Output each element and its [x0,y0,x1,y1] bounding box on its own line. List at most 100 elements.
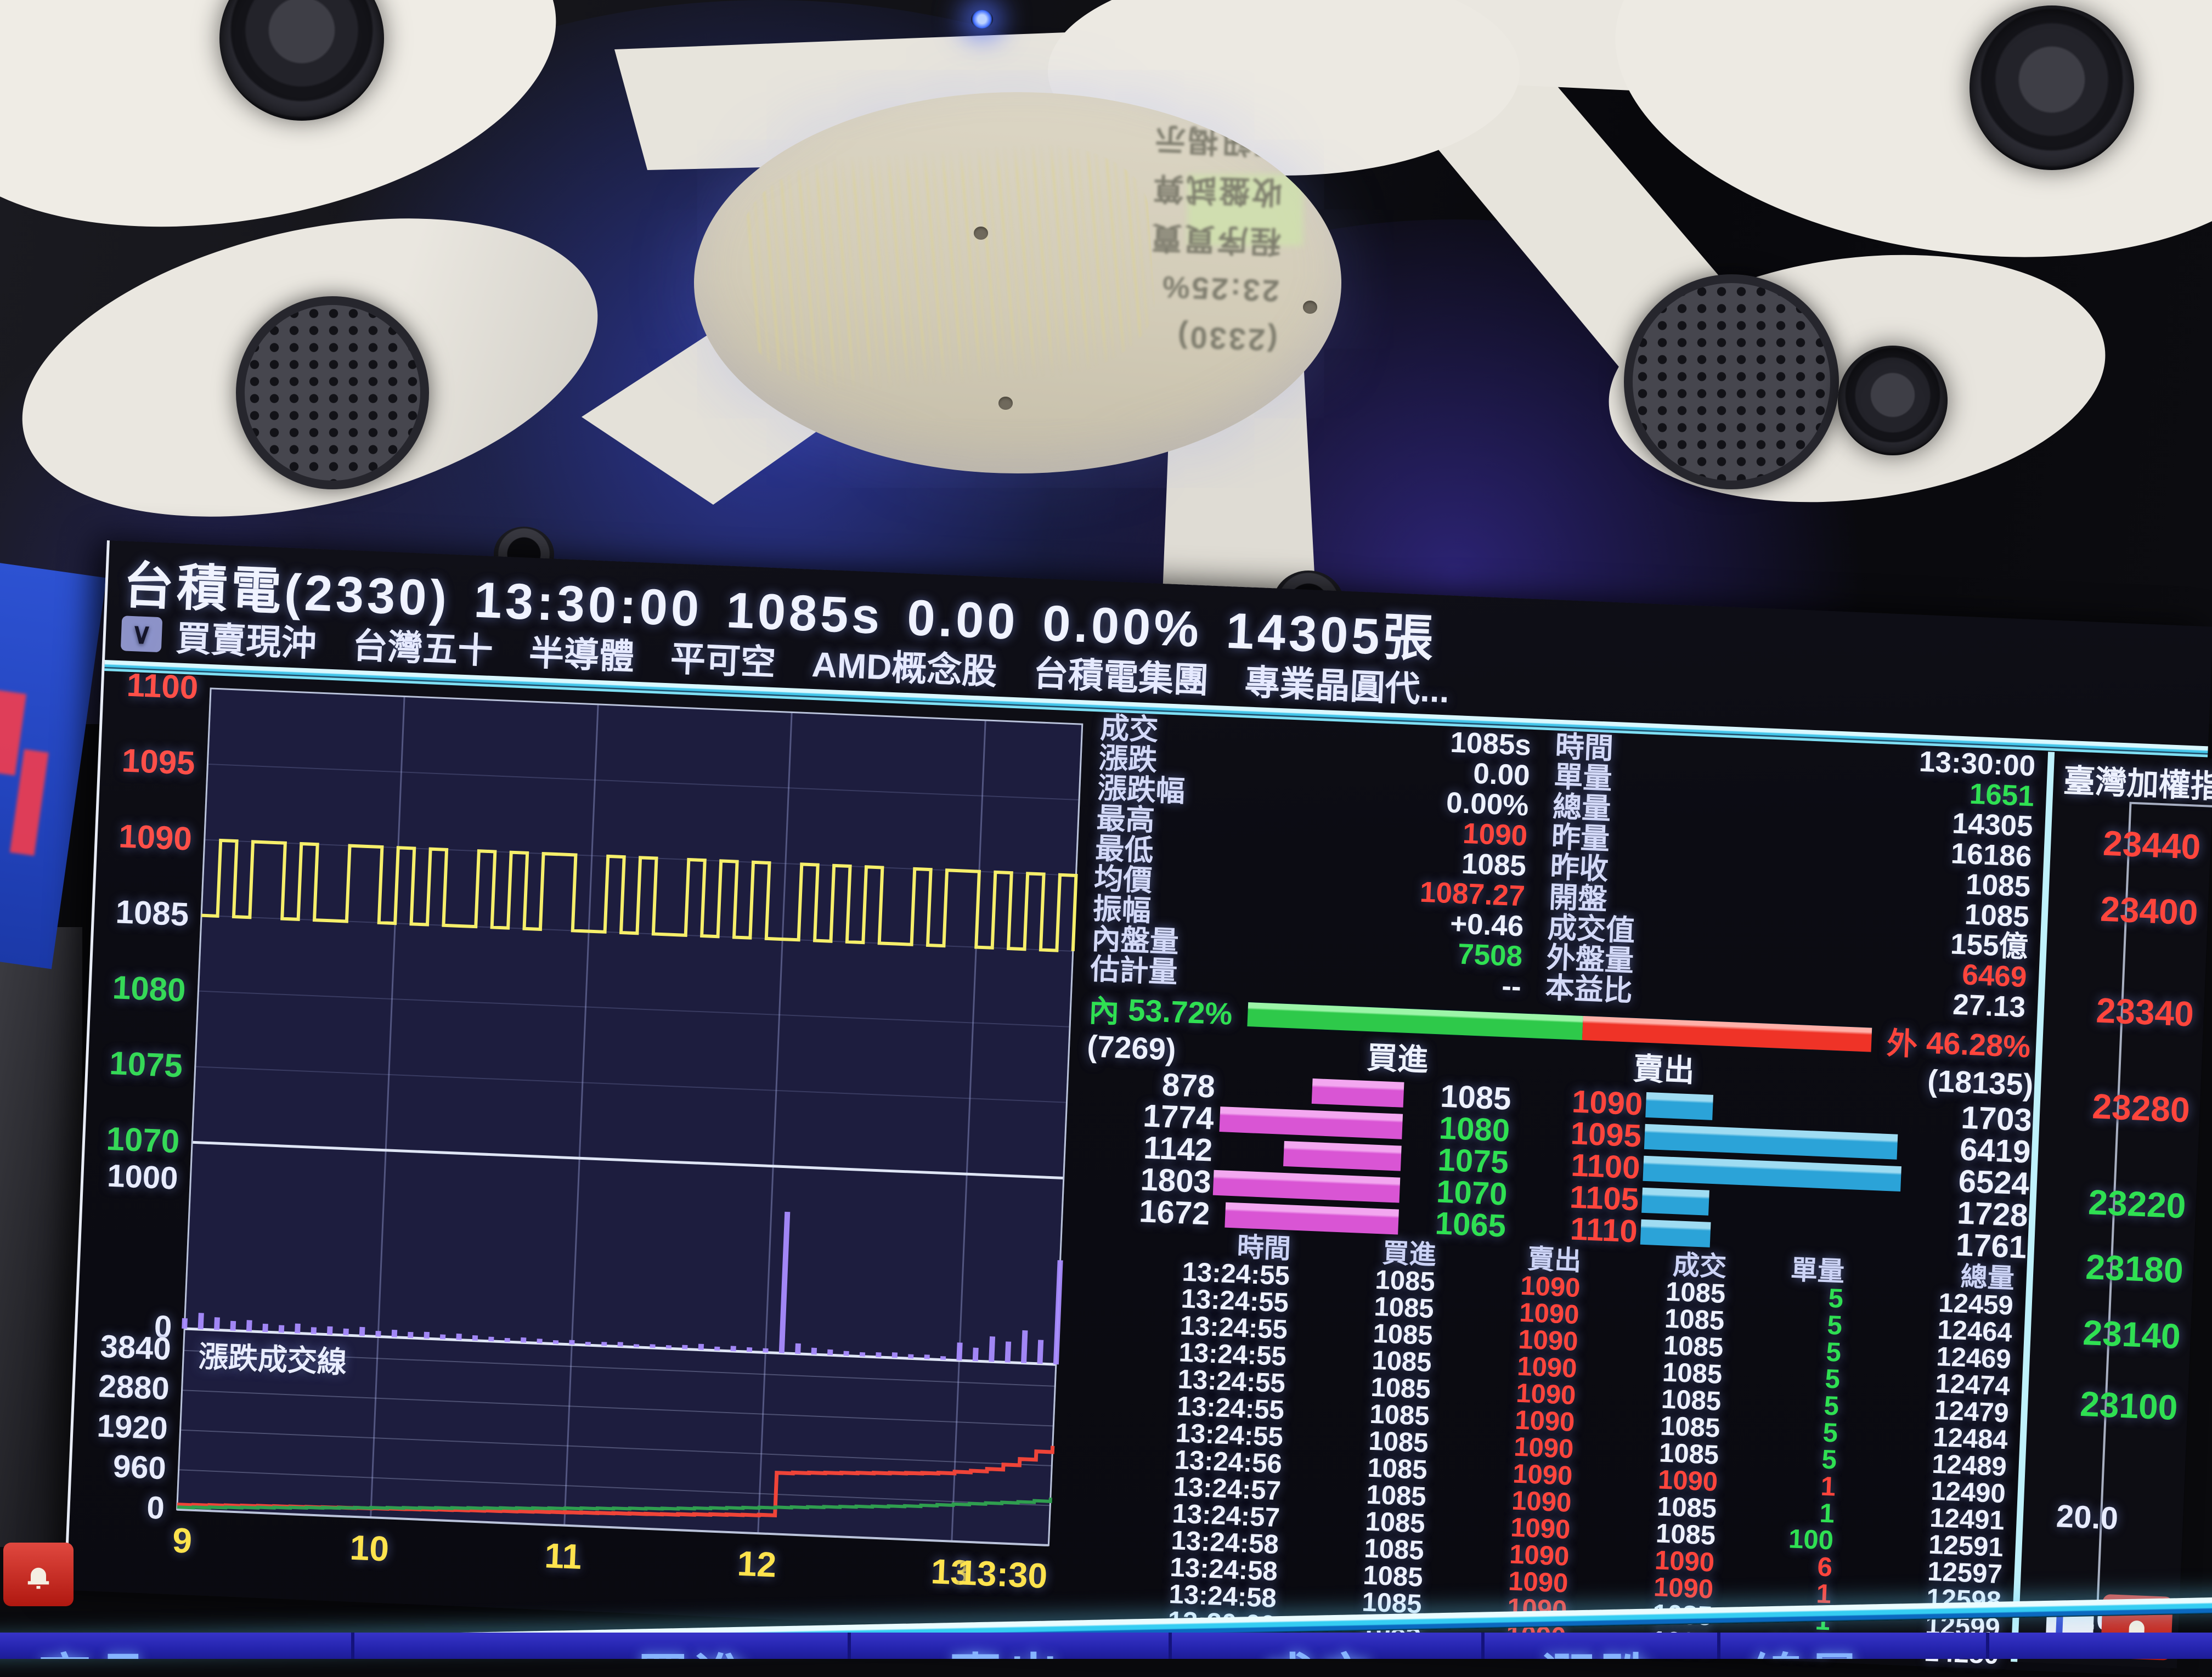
disc-screw [998,397,1013,410]
svg-text:13: 13 [930,1551,970,1593]
reflection-green-patch [1188,174,1303,246]
spotlight-honeycomb-icon [236,296,429,489]
tab-5[interactable]: AMD概念股 [811,644,998,692]
chevron-down-icon[interactable]: ∨ [120,616,163,653]
trade-qty: 5 [1823,1391,1840,1421]
index-tick: 23100 [2079,1384,2179,1428]
svg-text:3840: 3840 [99,1329,172,1367]
trade-qty: 5 [1826,1310,1843,1341]
bottom-bar-item: 商品 [38,1636,155,1659]
quote-grid: 成交 1085s 時間 13:30:00 漲跌 0.00 單量 1651 漲跌幅 0.00% 總量 1… [1082,712,2048,1024]
trade-log-table: 時間 買進 賣出 成交 單量 總量 13:24:55 1085 1090 1085 5 12459 13… [1056,1227,2027,1670]
trade-qty: 5 [1827,1283,1844,1314]
svg-text:1090: 1090 [118,817,193,857]
tab-3[interactable]: 半導體 [528,633,635,677]
index-tick: 23220 [2087,1182,2187,1226]
spacer [1528,791,1545,822]
tab-1[interactable]: 買賣現沖 [175,618,318,664]
ask-volume-bar [1645,1092,1714,1120]
outer-bar-segment [1582,1016,1872,1052]
spacer [1522,941,1539,972]
spacer [1521,972,1538,1002]
index-tick: 23340 [2095,990,2195,1034]
spacer [1510,1131,1537,1132]
trade-qty: 100 [1788,1524,1834,1556]
index-tick: 23140 [2082,1312,2182,1357]
trade-qty: 5 [1821,1444,1838,1475]
tab-6[interactable]: 台積電集團 [1032,653,1210,701]
svg-text:13:30: 13:30 [957,1552,1048,1596]
spacer [1523,911,1541,942]
reflection-line: 程序買賣 [1148,219,1282,259]
inner-pct: 53.72% [1127,992,1233,1031]
wall-edge [0,927,82,1547]
spotlight-icon [1970,5,2134,170]
svg-text:1000: 1000 [106,1158,179,1196]
spacer [1531,731,1548,761]
ask-total: (18135) [1927,1063,2034,1102]
bid-volume: 1672 [1138,1193,1211,1232]
intraday-chart-svg: 1100109510901085108010751070100003840288… [96,667,1084,1596]
spotlight-icon [1838,346,1948,455]
index-volume-tick: 20.0 [2055,1498,2119,1537]
stock-display-board: 台積電(2330) 13:30:00 1085s 0.00 0.00% 14305張 ∨ … [64,540,2212,1676]
index-panel-title: 臺灣加權指 [2062,763,2212,805]
spacer [1524,882,1542,912]
spacer [1507,1194,1534,1195]
index-tick: 23280 [2091,1086,2191,1130]
svg-text:10: 10 [349,1528,390,1569]
svg-text:960: 960 [112,1448,167,1486]
svg-text:0: 0 [146,1489,165,1526]
svg-text:2880: 2880 [98,1368,170,1407]
outer-label: 外 [1886,1025,1918,1061]
index-tick: 23440 [2102,823,2202,867]
spacer [1509,1162,1536,1164]
bottom-bar-item: 總量 [1750,1636,1866,1659]
svg-text:1080: 1080 [112,969,187,1008]
trade-qty: 1 [1820,1471,1836,1502]
adjacent-led-panel [0,561,107,969]
quote-label: 估計量 [1090,953,1178,989]
bottom-bar-item: 漲跌 [1542,1636,1658,1659]
quote-panel: 成交 1085s 時間 13:30:00 漲跌 0.00 單量 1651 漲跌幅 0.00% 總量 1… [1054,712,2049,1670]
svg-text:1070: 1070 [105,1120,180,1160]
bottom-bar-item: 買進 [636,1636,753,1659]
disc-screw [974,227,988,240]
ask-price: 1110 [1569,1211,1639,1250]
trade-qty: 6 [1816,1552,1833,1583]
trade-qty: 5 [1822,1418,1839,1448]
svg-text:1085: 1085 [115,893,189,933]
reflective-ceiling-disc: (2330) 23:25% 程序買賣 收盤試算 資訊揭示 [694,92,1341,473]
spacer [1526,851,1543,882]
bid-volume-bar [1283,1140,1402,1171]
index-tick: 23400 [2100,889,2199,933]
bottom-bar-item: 成交 [1262,1636,1378,1659]
spacer [1529,761,1547,792]
intraday-chart: 1100 1095 1090 1085 1080 1075 1070 1000 0 3840 288… [67,667,1091,1622]
tab-7[interactable]: 專業晶圓代... [1244,662,1451,710]
reflection-line: 收盤試算 [1150,171,1284,210]
ask-bar-zone [1637,1219,1901,1255]
ask-volume: 1761 [1955,1227,2028,1266]
inner-label: 內 [1088,992,1120,1029]
svg-text:0: 0 [154,1309,173,1345]
trade-qty: 1 [1819,1498,1835,1529]
spacer [1511,1099,1538,1100]
svg-text:1920: 1920 [96,1408,168,1447]
spotlight-honeycomb-icon [1624,274,1839,489]
reflection-line: 23:25% [1159,269,1280,309]
tab-4[interactable]: 平可空 [669,639,777,683]
svg-text:1100: 1100 [126,672,199,706]
reflection-line: 資訊揭示 [1152,121,1285,161]
tab-2[interactable]: 台灣五十 [352,625,494,671]
ask-volume-bar [1641,1187,1710,1216]
trade-col-header: 單量 [1790,1255,1846,1287]
svg-text:漲跌成交線: 漲跌成交線 [198,1340,347,1379]
bid-price: 1065 [1434,1205,1507,1244]
svg-text:1075: 1075 [109,1044,183,1084]
trade-qty: 1 [1815,1579,1832,1610]
svg-text:9: 9 [172,1520,193,1560]
alert-bell-icon[interactable] [3,1543,74,1606]
bid-volume-bar [1312,1078,1404,1108]
spacer [1527,821,1544,852]
